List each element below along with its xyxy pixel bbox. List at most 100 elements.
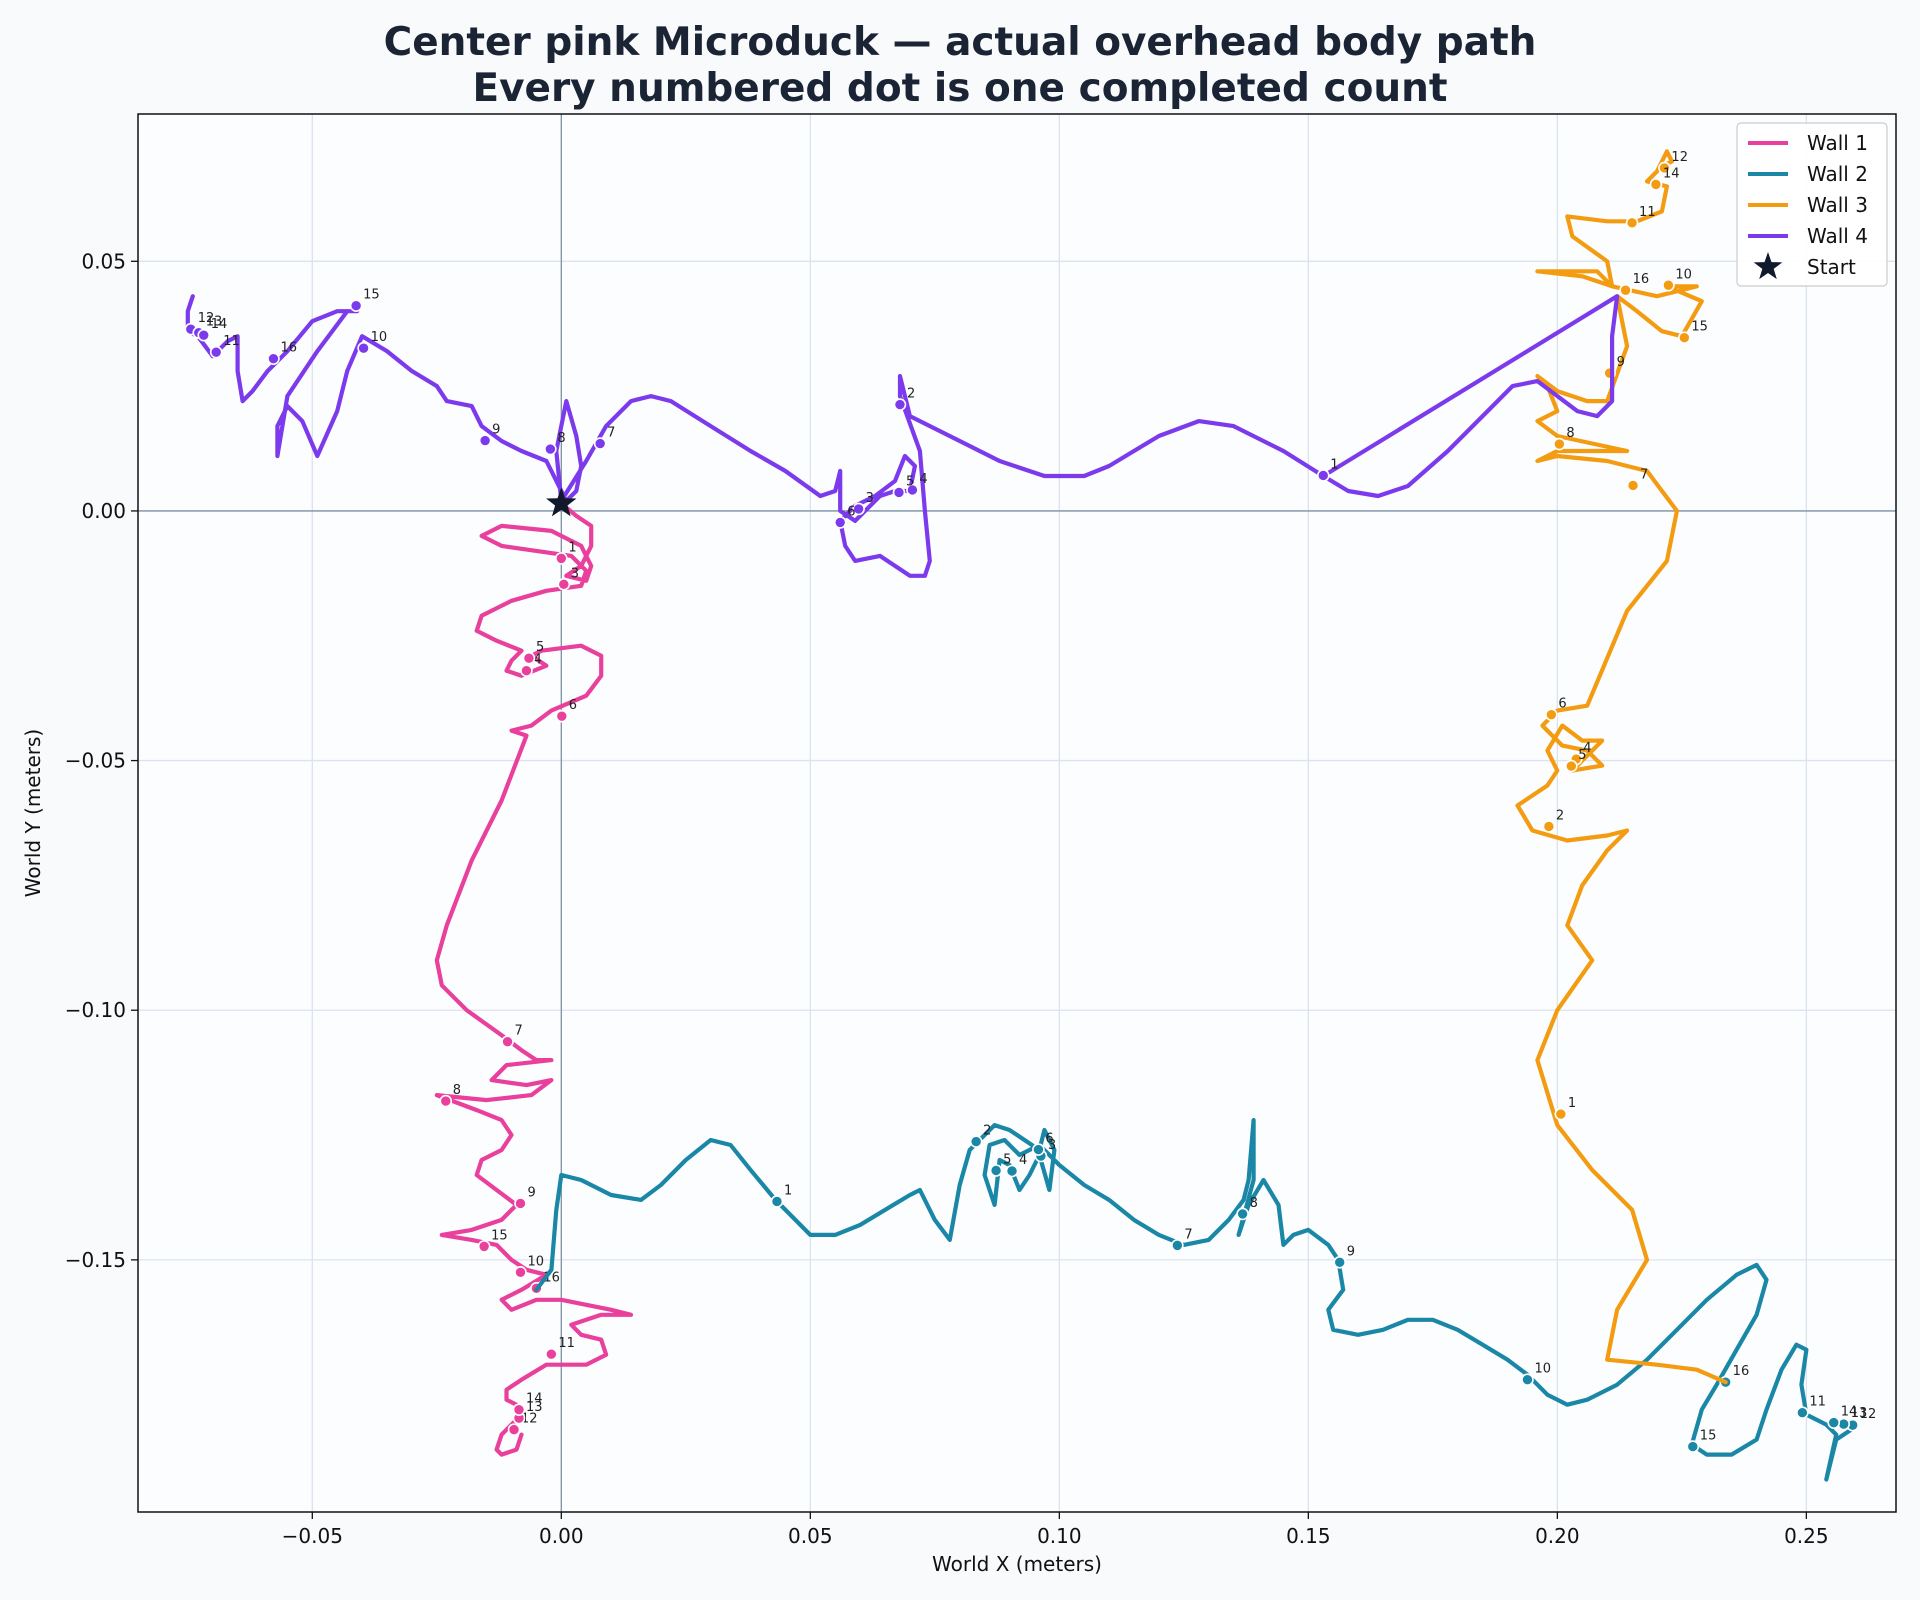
wall-1-count-label: 11: [558, 1336, 575, 1351]
wall-1-count-dot: [501, 1035, 514, 1048]
wall-1-count-dot: [477, 1240, 491, 1253]
wall-2-count-label: 13: [1851, 1406, 1868, 1421]
wall-2-count-label: 4: [1019, 1153, 1027, 1168]
x-tick-label: −0.05: [282, 1524, 343, 1548]
wall-1-count-label: 1: [568, 540, 576, 555]
wall-1-count-label: 14: [526, 1392, 543, 1407]
wall-4-count-dot: [833, 516, 847, 529]
wall-3-count-label: 7: [1640, 467, 1648, 482]
reference-lines: [138, 114, 1896, 1512]
wall-3-count-label: 2: [1556, 808, 1564, 823]
legend-label: Wall 2: [1807, 162, 1868, 186]
wall-3-count-dot: [1658, 161, 1671, 175]
y-tick-label: −0.10: [65, 998, 126, 1022]
wall-3-count-label: 9: [1617, 355, 1625, 370]
wall-2-count-dot: [1032, 1143, 1045, 1156]
chart-subtitle: Every numbered dot is one completed coun…: [472, 66, 1447, 111]
wall-4-count-label: 4: [919, 472, 927, 487]
legend: Wall 1 Wall 2 Wall 3 Wall 4 Start: [1736, 122, 1888, 287]
wall-3-count-dot: [1678, 331, 1691, 344]
wall-4-count-dot: [906, 483, 919, 497]
wall-2-count-label: 7: [1184, 1227, 1192, 1242]
wall-4-path: [185, 294, 1620, 578]
wall-3-count-dot: [1545, 708, 1558, 721]
wall-2-count-dot: [1796, 1406, 1809, 1419]
wall-3-count-dot: [1619, 283, 1632, 297]
wall-4-count-label: 3: [866, 491, 874, 506]
wall-4-count-label: 5: [906, 474, 914, 489]
wall-4-count-label: 1: [1330, 457, 1338, 472]
series-layer: 1345678910111213141516123456789101112131…: [184, 149, 1876, 1482]
wall-1-count-dot: [555, 552, 568, 565]
wall-3-count-label: 8: [1566, 426, 1574, 441]
wall-4-count-dot: [593, 437, 607, 450]
x-tick-label: 0.00: [539, 1524, 584, 1548]
wall-4-count-dot: [349, 299, 363, 313]
wall-4-count-label: 7: [607, 426, 615, 441]
wall-1-count-dot: [545, 1347, 558, 1361]
start-layer: [546, 487, 577, 517]
chart-title: Center pink Microduck — actual overhead …: [384, 20, 1537, 65]
legend-label: Wall 1: [1807, 131, 1868, 155]
wall-1-count-dot: [522, 651, 536, 665]
start-marker: [546, 487, 577, 517]
wall-1-count-label: 3: [571, 566, 579, 581]
wall-2-count-dot: [1236, 1207, 1249, 1221]
wall-2-count-label: 14: [1841, 1405, 1858, 1420]
y-tick-label: 0.00: [81, 499, 126, 523]
wall-3-count-label: 14: [1663, 166, 1680, 181]
legend-label: Start: [1807, 255, 1856, 279]
wall-3-count-label: 16: [1633, 272, 1650, 287]
wall-4-count-label: 9: [492, 423, 500, 438]
y-tick-label: −0.05: [65, 749, 126, 773]
wall-2-count-label: 6: [1045, 1132, 1053, 1147]
y-tick-label: 0.05: [81, 249, 126, 273]
x-tick-label: 0.20: [1535, 1524, 1580, 1548]
wall-3-count-label: 4: [1583, 741, 1591, 756]
wall-1-count-label: 6: [569, 698, 577, 713]
wall-3-count-label: 5: [1578, 748, 1586, 763]
wall-3-count-dot: [1553, 437, 1566, 451]
x-tick-label: 0.10: [1037, 1524, 1082, 1548]
wall-1-count-label: 15: [491, 1228, 508, 1243]
wall-2-count-dot: [1171, 1239, 1184, 1252]
wall-1-count-dot: [555, 709, 569, 723]
wall-4-count-label: 14: [211, 317, 228, 332]
wall-3-count-dot: [1625, 216, 1639, 230]
wall-4-count-dot: [544, 442, 557, 456]
wall-4-count-dot: [852, 502, 865, 516]
wall-4-count-label: 10: [371, 330, 388, 345]
wall-2-count-dot: [969, 1135, 983, 1148]
wall-3-count-dot: [1554, 1107, 1568, 1121]
x-tick-label: 0.25: [1784, 1524, 1829, 1548]
wall-3-count-label: 10: [1675, 267, 1692, 282]
wall-4-count-label: 15: [363, 288, 380, 303]
wall-4-count-dot: [267, 352, 280, 365]
wall-4-count-label: 12: [198, 311, 215, 326]
wall-1-count-label: 10: [527, 1254, 544, 1269]
wall-4-count-dot: [892, 486, 906, 499]
wall-2-count-label: 1: [784, 1183, 792, 1198]
wall-2-count-dot: [989, 1164, 1003, 1177]
wall-1-count-dot: [520, 664, 533, 678]
wall-1-count-dot: [439, 1094, 453, 1108]
wall-3-count-dot: [1542, 820, 1556, 833]
wall-3-count-dot: [1662, 278, 1675, 292]
wall-4-count-label: 8: [557, 431, 565, 446]
wall-4-count-label: 13: [206, 315, 223, 330]
x-tick-label: 0.15: [1286, 1524, 1331, 1548]
wall-1-count-dot: [512, 1403, 526, 1416]
wall-1-count-label: 13: [526, 1400, 543, 1415]
wall-1-count-label: 7: [515, 1024, 523, 1039]
wall-3-path: [1515, 149, 1728, 1385]
wall-2-count-label: 3: [1048, 1138, 1056, 1153]
wall-2-count-label: 16: [1733, 1364, 1750, 1379]
wall-2-count-label: 9: [1347, 1244, 1355, 1259]
wall-2-count-label: 8: [1250, 1196, 1258, 1211]
wall-3-count-dot: [1649, 178, 1663, 191]
y-axis-label: World Y (meters): [21, 729, 45, 897]
wall-2-count-label: 15: [1700, 1429, 1717, 1444]
